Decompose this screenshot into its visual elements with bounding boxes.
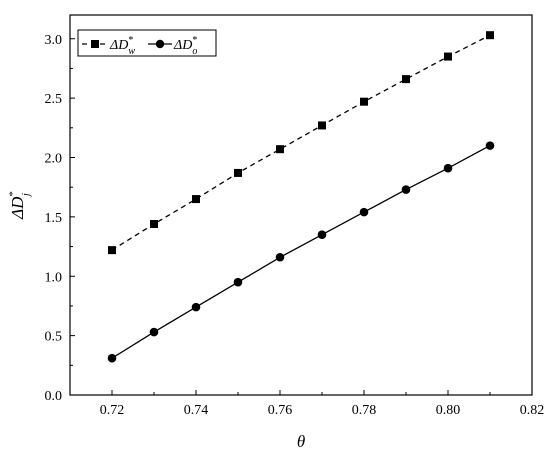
x-tick-label: 0.82 bbox=[520, 403, 545, 418]
legend-label-w: ΔD* w bbox=[109, 35, 135, 57]
data-point-circle bbox=[107, 353, 117, 363]
data-point-circle bbox=[317, 230, 327, 239]
y-axis-label: ΔD*j bbox=[7, 191, 32, 220]
y-axis-ticks: 0.0 0.5 1.0 1.5 2.0 2.5 3.0 bbox=[45, 33, 75, 404]
data-point-circle bbox=[233, 277, 243, 287]
legend: ΔD* w ΔD* o bbox=[77, 29, 217, 57]
x-tick-label: 0.72 bbox=[100, 403, 125, 418]
data-point-square bbox=[360, 97, 368, 106]
data-point-square bbox=[276, 145, 284, 154]
data-point-square bbox=[234, 168, 242, 177]
data-point-circle bbox=[401, 185, 411, 194]
data-point-circle bbox=[359, 207, 369, 217]
x-tick-label: 0.80 bbox=[436, 403, 461, 418]
data-point-circle bbox=[149, 327, 159, 337]
series-layer bbox=[107, 31, 495, 363]
y-tick-label: 3.0 bbox=[45, 33, 63, 48]
legend-box bbox=[77, 29, 217, 57]
y-tick-label: 1.5 bbox=[45, 211, 63, 226]
y-tick-label: 2.5 bbox=[45, 92, 63, 107]
x-tick-label: 0.76 bbox=[268, 403, 293, 418]
x-tick-label: 0.74 bbox=[184, 403, 209, 418]
data-point-circle bbox=[275, 252, 285, 262]
data-point-square bbox=[108, 246, 116, 255]
data-point-circle bbox=[191, 302, 201, 312]
data-point-square bbox=[486, 31, 494, 40]
series-line-0 bbox=[111, 34, 491, 251]
data-point-circle bbox=[443, 163, 453, 173]
data-point-square bbox=[192, 195, 200, 204]
svg-text:ΔD*j: ΔD*j bbox=[7, 191, 32, 220]
series-line-1 bbox=[111, 145, 491, 359]
legend-label-o: ΔD* o bbox=[173, 35, 197, 57]
legend-marker-circle bbox=[155, 39, 165, 49]
plot-frame bbox=[69, 14, 533, 396]
y-tick-label: 0.5 bbox=[45, 330, 63, 345]
x-tick-label: 0.78 bbox=[352, 403, 377, 418]
y-tick-label: 0.0 bbox=[45, 389, 63, 404]
y-tick-label: 1.0 bbox=[45, 270, 63, 285]
legend-marker-square bbox=[91, 40, 99, 48]
data-point-square bbox=[402, 75, 410, 84]
x-axis-label: θ bbox=[297, 432, 305, 451]
data-point-square bbox=[444, 52, 452, 61]
data-point-square bbox=[150, 220, 158, 228]
y-tick-label: 2.0 bbox=[45, 152, 63, 167]
data-point-circle bbox=[485, 141, 495, 150]
data-point-square bbox=[318, 121, 326, 130]
x-axis-ticks: 0.72 0.74 0.76 0.78 0.80 0.82 bbox=[100, 390, 545, 418]
